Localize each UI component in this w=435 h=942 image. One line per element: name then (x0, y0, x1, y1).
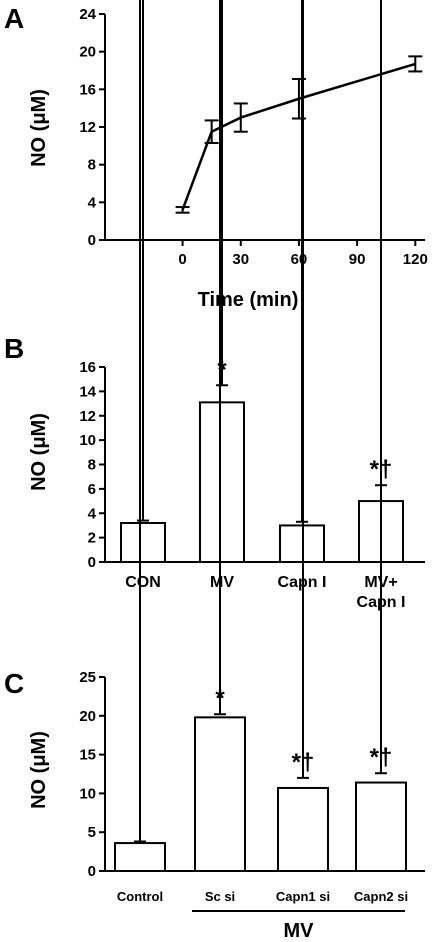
panel-b-category-label: CON (125, 574, 161, 591)
panel-a-y-tick-label: 4 (88, 194, 97, 211)
panel-a-y-tick-label: 8 (88, 157, 96, 174)
panel-c-bar (355, 781, 407, 873)
panel-c-category-label: Control (117, 889, 163, 904)
panel-a-y-tick-label: 20 (79, 44, 96, 61)
panel-b-bar (199, 401, 245, 563)
panel-c-category-label: Sc si (205, 889, 235, 904)
panel-c-y-tick-label: 5 (88, 824, 96, 841)
panel-b-y-tick-label: 0 (88, 554, 96, 571)
panel-c-category-label: Capn1 si (276, 889, 330, 904)
panel-b-y-axis-label: NO (μM) (28, 413, 50, 491)
panel-c-y-tick-label: 15 (79, 747, 96, 764)
panel-a-x-axis-label: Time (min) (198, 289, 299, 311)
panel-c-bar (277, 786, 329, 873)
panel-a-x-tick-label: 0 (178, 251, 186, 268)
panel-c-y-tick-label: 10 (79, 785, 96, 802)
panel-c-bar (114, 842, 166, 873)
panel-a-x-tick-label: 30 (232, 251, 249, 268)
panel-b-y-tick-label: 10 (79, 432, 96, 449)
panel-c-marks: **† *† (114, 0, 407, 873)
panel-b-y-tick-label: 2 (88, 530, 96, 547)
panel-b-y-tick-label: 4 (88, 505, 97, 522)
panel-a-x-tick-label: 90 (349, 251, 366, 268)
panel-b-y-tick-label: 16 (79, 359, 96, 376)
panel-b-y-tick-label: 6 (88, 481, 96, 498)
panel-c-significance-mark: *† (292, 749, 315, 776)
panel-b-category-label: MV (210, 574, 234, 591)
panel-a-y-axis-label: NO (μM) (28, 89, 50, 167)
panel-b-significance-mark: * (217, 356, 227, 383)
panel-c-y-tick-label: 20 (79, 708, 96, 725)
panel-b-y-tick-label: 14 (79, 383, 96, 400)
panel-c-group-label: MV (284, 920, 315, 942)
panel-a-y-tick-label: 16 (79, 81, 96, 98)
panel-b-marks: **† (120, 0, 404, 563)
panel-b-letter: B (4, 333, 24, 364)
panel-a-letter: A (4, 3, 24, 34)
panel-c-y-tick-label: 25 (79, 669, 96, 686)
panel-c-y-axis-label: NO (μM) (28, 731, 50, 809)
panel-a-y-tick-label: 24 (79, 6, 96, 23)
panel-a-x-tick-label: 60 (291, 251, 308, 268)
panel-c-y-tick-label: 0 (88, 863, 96, 880)
panel-a-x-tick-label: 120 (403, 251, 428, 268)
panel-c-significance-mark: *† (370, 744, 393, 771)
panel-a-y-tick-label: 12 (79, 119, 96, 136)
panel-a-y-tick-label: 0 (88, 232, 96, 249)
panel-c-significance-mark: * (215, 685, 225, 712)
panel-c-category-label: Capn2 si (354, 889, 408, 904)
panel-b-y-tick-label: 8 (88, 457, 96, 474)
panel-a: A NO (μM) Time (min) 0 4 8 12 16 20 24 0 30 60 90 1… (4, 3, 428, 311)
panel-a-axes: 0 4 8 12 16 20 24 0 30 60 90 120 (79, 6, 428, 268)
panel-a-marks (175, 55, 423, 214)
panel-b-bar (120, 522, 166, 563)
panel-c-letter: C (4, 668, 24, 699)
panel-c-bar (194, 716, 246, 872)
panel-b-y-tick-label: 12 (79, 408, 96, 425)
